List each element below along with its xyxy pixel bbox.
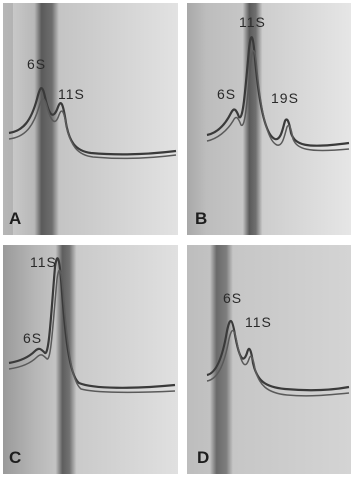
peak-label-11s: 11S: [30, 254, 57, 270]
panel-letter-b: B: [195, 209, 208, 228]
panel-b: 6S 11S 19S B: [187, 3, 351, 235]
peak-label-11s: 11S: [245, 314, 272, 330]
peak-label-6s: 6S: [23, 330, 43, 346]
panel-letter-c: C: [9, 448, 22, 467]
panel-a: 6S 11S A: [3, 3, 178, 235]
sedimentation-trace-d: [187, 245, 351, 474]
sedimentation-trace-a: [3, 3, 178, 235]
panel-letter-d: D: [197, 448, 210, 467]
panel-letter-a: A: [9, 209, 22, 228]
sedimentation-trace-b: [187, 3, 351, 235]
peak-label-19s: 19S: [271, 90, 299, 106]
panel-c: 11S 6S C: [3, 245, 178, 474]
sedimentation-trace-c: [3, 245, 178, 474]
panel-d: 6S 11S D: [187, 245, 351, 474]
peak-label-6s: 6S: [27, 56, 47, 72]
peak-label-6s: 6S: [217, 86, 237, 102]
peak-label-6s: 6S: [223, 290, 243, 306]
peak-label-11s: 11S: [58, 86, 85, 102]
peak-label-11s: 11S: [239, 14, 266, 30]
